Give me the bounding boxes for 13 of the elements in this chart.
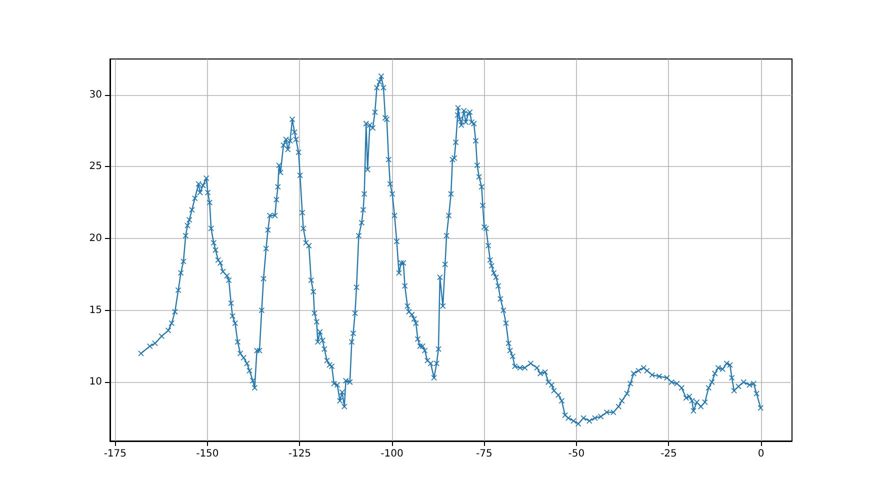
y-tick-label: 20	[89, 233, 102, 244]
y-tick-label: 30	[89, 89, 102, 100]
y-tick-label: 25	[89, 161, 102, 172]
y-tick-label: 10	[89, 376, 102, 388]
x-tick-label: -150	[196, 448, 219, 460]
x-tick-label: -125	[288, 448, 312, 460]
x-tick-label: 0	[758, 448, 764, 460]
x-tick-label: -75	[476, 448, 492, 460]
y-tick-label: 15	[89, 304, 102, 316]
x-tick-label: -50	[568, 448, 585, 460]
x-tick-label: -175	[104, 448, 127, 460]
x-tick-label: -100	[380, 448, 404, 460]
x-tick-label: -25	[660, 448, 677, 460]
